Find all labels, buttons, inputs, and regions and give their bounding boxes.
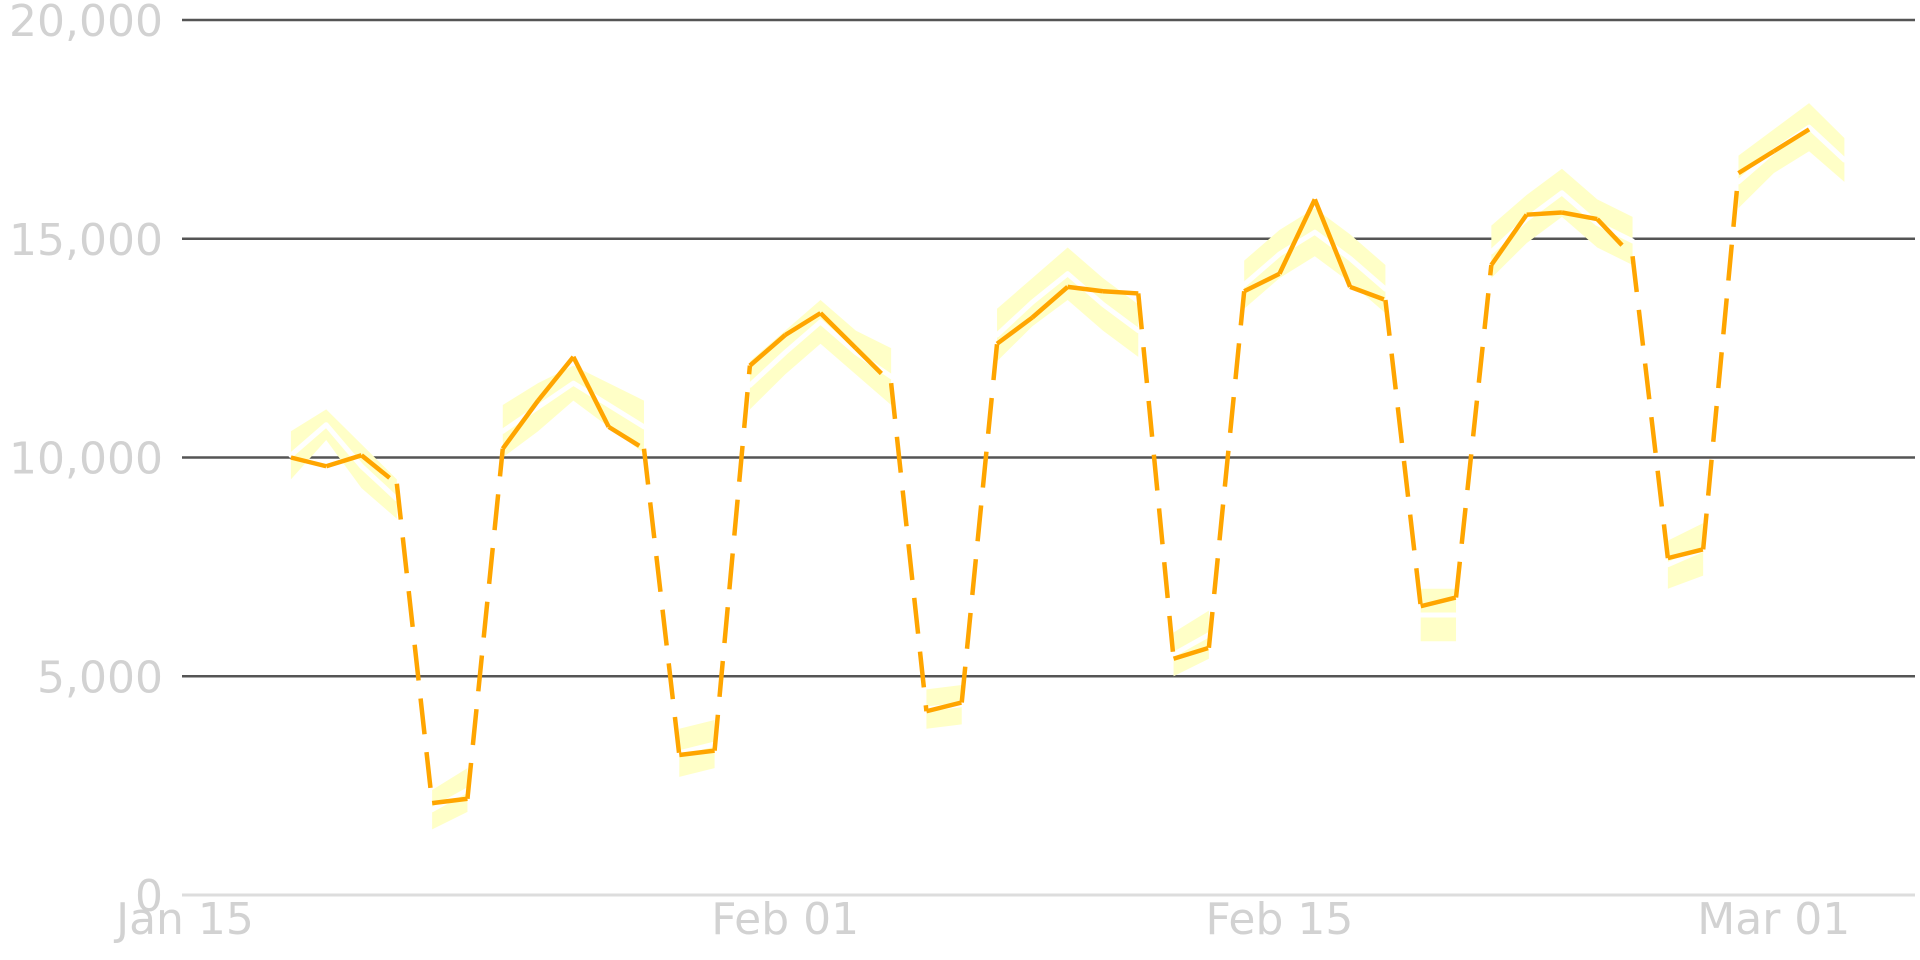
- main-series-solid-segment: [1312, 198, 1353, 288]
- main-series-solid-segment: [536, 355, 576, 403]
- main-series-dashed-segment: [679, 748, 715, 758]
- y-tick-label: 15,000: [9, 215, 163, 266]
- main-series-dashed-segment: [1136, 293, 1176, 659]
- main-series-dashed-segment: [959, 343, 1000, 703]
- main-series-dashed-segment: [1630, 255, 1671, 559]
- main-series-dashed-segment: [1700, 172, 1741, 550]
- main-series-dashed-segment: [465, 448, 505, 799]
- main-series-dashed-segment: [431, 796, 468, 806]
- confidence-band-segment: [290, 409, 397, 519]
- main-series-solid-segment: [325, 453, 363, 469]
- main-series-layer: [290, 127, 1811, 806]
- x-tick-label: Jan 15: [113, 894, 254, 945]
- confidence-band-centerline: [994, 271, 1141, 338]
- confidence-band-layer: [288, 103, 1847, 830]
- main-series-dashed-segment: [1595, 217, 1635, 258]
- main-series-solid-segment: [500, 399, 540, 451]
- x-tick-label: Feb 15: [1206, 894, 1354, 945]
- confidence-band-segment: [1491, 168, 1633, 279]
- main-series-dashed-segment: [888, 382, 929, 712]
- main-series-solid-segment: [571, 355, 611, 428]
- main-series-dashed-segment: [1383, 299, 1423, 607]
- main-series-solid-segment: [1067, 284, 1104, 294]
- main-series-dashed-segment: [1453, 264, 1494, 598]
- main-series-solid-segment: [1772, 127, 1811, 154]
- main-series-dashed-segment: [1667, 547, 1704, 561]
- main-series-dashed-segment: [712, 365, 753, 751]
- main-series-solid-segment: [995, 315, 1034, 346]
- main-series-dashed-segment: [1102, 289, 1139, 296]
- main-series-solid-segment: [784, 311, 822, 337]
- main-series-solid-segment: [1243, 271, 1281, 294]
- x-tick-label: Mar 01: [1697, 894, 1850, 945]
- y-tick-label: 10,000: [9, 434, 163, 485]
- y-tick-label: 0: [135, 871, 163, 922]
- main-series-solid-segment: [1277, 198, 1317, 275]
- confidence-band-segment: [1244, 208, 1386, 314]
- main-series-dashed-segment: [1206, 291, 1247, 649]
- main-series-dashed-segment: [641, 448, 682, 756]
- main-series-solid-segment: [1489, 213, 1529, 267]
- confidence-band-segment: [502, 365, 644, 458]
- main-series-solid-segment: [1561, 210, 1598, 222]
- confidence-band-centerline: [288, 422, 400, 502]
- main-series-solid-segment: [1526, 210, 1563, 217]
- y-tick-label: 5,000: [37, 652, 163, 703]
- main-series-solid-segment: [1737, 149, 1775, 176]
- confidence-band-centerline: [1171, 632, 1212, 657]
- y-tick-label: 20,000: [9, 0, 163, 47]
- confidence-band-segment: [997, 247, 1139, 362]
- main-series-solid-segment: [290, 455, 327, 469]
- confidence-band-centerline: [676, 741, 718, 756]
- grid-layer: [182, 18, 1915, 897]
- main-series-dashed-segment: [1420, 595, 1457, 609]
- main-series-dashed-segment: [607, 424, 646, 451]
- main-series-dashed-segment: [360, 453, 399, 486]
- axis-label-layer: 0 5,000 10,000 15,000 20,000 Jan 15 Feb 01 Feb …: [9, 0, 1850, 945]
- confidence-band-centerline: [1241, 229, 1388, 292]
- main-series-dashed-segment: [854, 346, 893, 385]
- main-series-dashed-segment: [1349, 284, 1387, 303]
- main-series-solid-segment: [818, 311, 858, 350]
- main-series-solid-segment: [1030, 285, 1070, 320]
- confidence-band-segment: [1738, 103, 1845, 209]
- x-tick-label: Feb 01: [711, 894, 859, 945]
- main-series-dashed-segment: [394, 483, 435, 804]
- confidence-band-segment: [749, 300, 892, 410]
- main-series-dashed-segment: [1172, 645, 1210, 661]
- main-series-solid-segment: [748, 333, 787, 368]
- main-series-dashed-segment: [925, 700, 963, 714]
